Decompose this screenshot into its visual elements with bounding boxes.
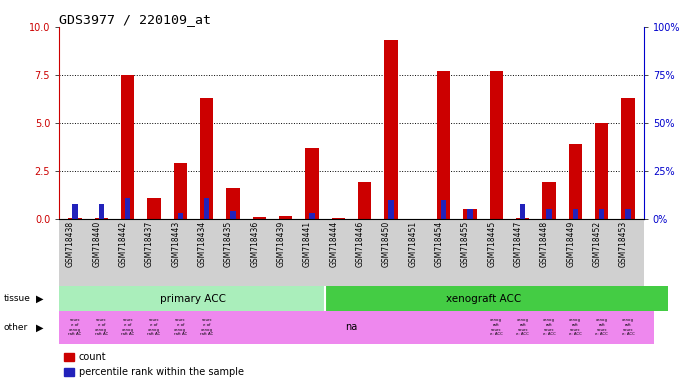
- Text: GSM718436: GSM718436: [251, 221, 260, 267]
- Bar: [325, 286, 667, 311]
- Text: ▶: ▶: [36, 322, 44, 333]
- Bar: [72, 204, 77, 219]
- Text: xenog
raft
sourc
e: ACC: xenog raft sourc e: ACC: [622, 318, 635, 336]
- Text: GDS3977 / 220109_at: GDS3977 / 220109_at: [59, 13, 211, 26]
- Bar: [626, 209, 631, 219]
- Bar: [95, 218, 108, 219]
- Text: xenograft ACC: xenograft ACC: [445, 293, 521, 304]
- Bar: [68, 218, 81, 219]
- Bar: [358, 182, 371, 219]
- Text: GSM718435: GSM718435: [224, 221, 233, 267]
- Text: GSM718455: GSM718455: [461, 221, 470, 267]
- Bar: [388, 200, 394, 219]
- Bar: [309, 213, 315, 219]
- Text: GSM718450: GSM718450: [382, 221, 391, 267]
- Bar: [121, 75, 134, 219]
- Bar: [174, 163, 187, 219]
- Text: GSM718452: GSM718452: [593, 221, 601, 267]
- Bar: [148, 198, 161, 219]
- Bar: [464, 209, 477, 219]
- Text: na: na: [345, 322, 358, 333]
- Bar: [520, 204, 525, 219]
- Text: GSM718453: GSM718453: [619, 221, 628, 267]
- Bar: [542, 182, 555, 219]
- Text: GSM718445: GSM718445: [487, 221, 496, 267]
- Bar: [384, 40, 397, 219]
- Bar: [437, 71, 450, 219]
- Text: GSM718446: GSM718446: [356, 221, 365, 267]
- Text: GSM718444: GSM718444: [329, 221, 338, 267]
- Bar: [253, 217, 266, 219]
- Text: xenog
raft
sourc
e: ACC: xenog raft sourc e: ACC: [490, 318, 503, 336]
- Text: GSM718439: GSM718439: [276, 221, 285, 267]
- Text: xenog
raft
sourc
e: ACC: xenog raft sourc e: ACC: [543, 318, 555, 336]
- Bar: [200, 98, 213, 219]
- Bar: [546, 209, 552, 219]
- Text: GSM718449: GSM718449: [567, 221, 576, 267]
- Legend: count, percentile rank within the sample: count, percentile rank within the sample: [64, 353, 244, 377]
- Text: xenog
raft
sourc
e: ACC: xenog raft sourc e: ACC: [595, 318, 608, 336]
- Bar: [516, 218, 529, 219]
- Bar: [306, 148, 319, 219]
- Bar: [441, 200, 446, 219]
- Bar: [622, 98, 635, 219]
- Bar: [599, 209, 604, 219]
- Bar: [595, 123, 608, 219]
- Bar: [279, 216, 292, 219]
- Text: GSM718451: GSM718451: [409, 221, 418, 267]
- Text: xenog
raft
sourc
e: ACC: xenog raft sourc e: ACC: [569, 318, 582, 336]
- Bar: [62, 286, 325, 311]
- Text: sourc
e of
xenog
raft AC: sourc e of xenog raft AC: [68, 318, 81, 336]
- Bar: [204, 198, 209, 219]
- Text: sourc
e of
xenog
raft AC: sourc e of xenog raft AC: [148, 318, 161, 336]
- Text: GSM718454: GSM718454: [435, 221, 443, 267]
- Text: GSM718441: GSM718441: [303, 221, 312, 267]
- Bar: [226, 188, 239, 219]
- Text: other: other: [3, 323, 28, 332]
- Text: ▶: ▶: [36, 293, 44, 304]
- Bar: [332, 218, 345, 219]
- Text: GSM718443: GSM718443: [171, 221, 180, 267]
- Bar: [467, 209, 473, 219]
- Text: GSM718440: GSM718440: [93, 221, 102, 267]
- Text: GSM718437: GSM718437: [145, 221, 154, 267]
- Text: xenog
raft
sourc
e: ACC: xenog raft sourc e: ACC: [516, 318, 529, 336]
- Text: sourc
e of
xenog
raft AC: sourc e of xenog raft AC: [200, 318, 213, 336]
- Text: GSM718448: GSM718448: [540, 221, 549, 267]
- Bar: [573, 209, 578, 219]
- Text: sourc
e of
xenog
raft AC: sourc e of xenog raft AC: [95, 318, 108, 336]
- Bar: [99, 204, 104, 219]
- Text: GSM718447: GSM718447: [514, 221, 523, 267]
- Bar: [230, 211, 236, 219]
- Text: GSM718438: GSM718438: [66, 221, 75, 267]
- Bar: [177, 213, 183, 219]
- Text: GSM718442: GSM718442: [118, 221, 127, 267]
- Bar: [125, 198, 130, 219]
- Text: sourc
e of
xenog
raft AC: sourc e of xenog raft AC: [174, 318, 187, 336]
- Text: primary ACC: primary ACC: [161, 293, 226, 304]
- Bar: [569, 144, 582, 219]
- Text: tissue: tissue: [3, 294, 31, 303]
- Bar: [490, 71, 503, 219]
- Text: sourc
e of
xenog
raft AC: sourc e of xenog raft AC: [121, 318, 134, 336]
- Text: GSM718434: GSM718434: [198, 221, 207, 267]
